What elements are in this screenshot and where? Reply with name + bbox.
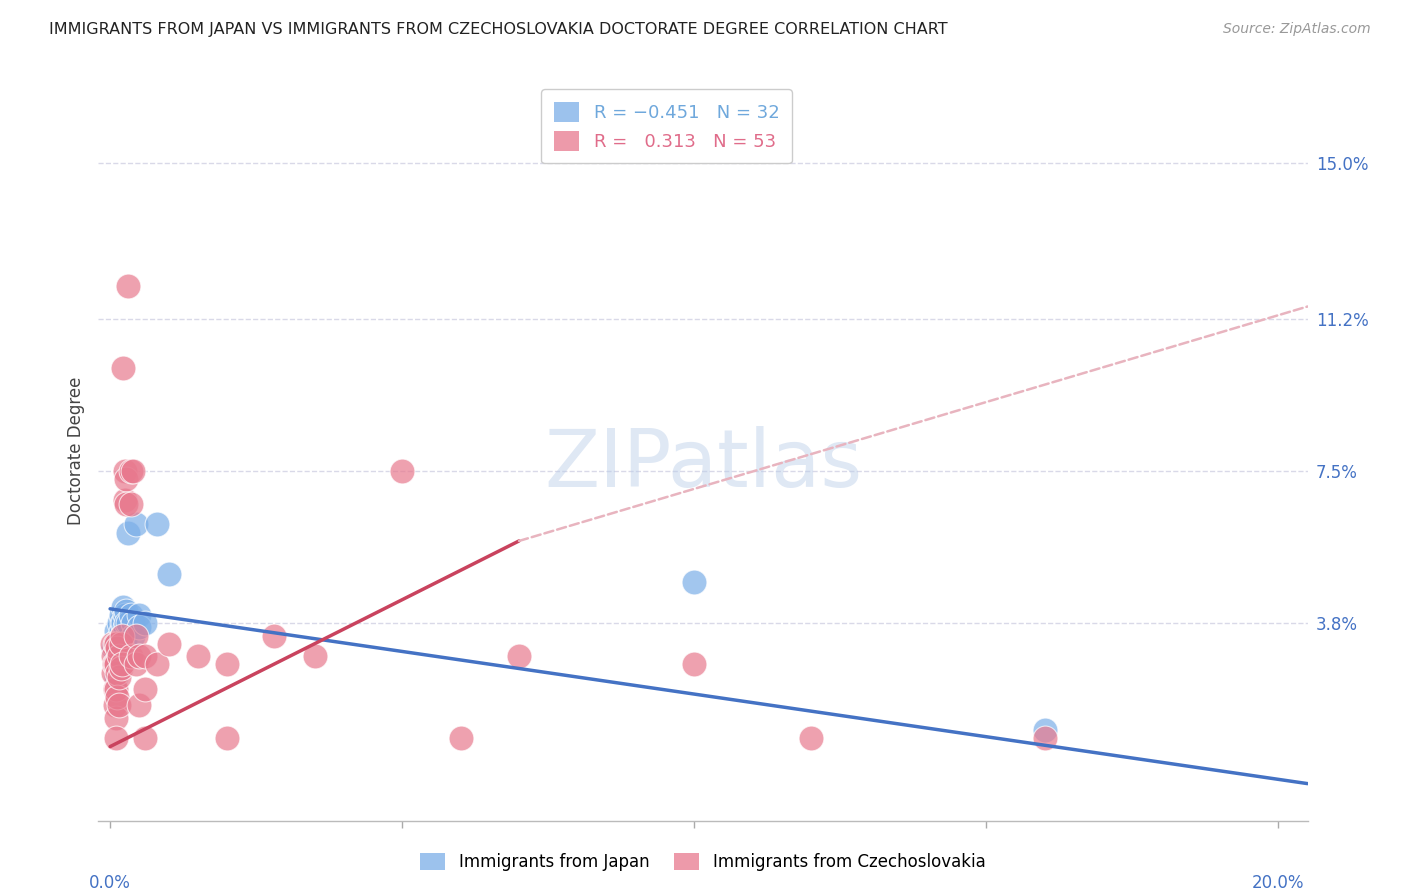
Point bbox=[134, 649, 156, 664]
Point bbox=[111, 599, 134, 614]
Text: ZIPatlas: ZIPatlas bbox=[544, 426, 862, 504]
Point bbox=[146, 657, 169, 672]
Point bbox=[157, 566, 180, 581]
Point bbox=[122, 616, 145, 631]
Legend: R = −0.451   N = 32, R =   0.313   N = 53: R = −0.451 N = 32, R = 0.313 N = 53 bbox=[541, 89, 792, 163]
Point bbox=[101, 649, 124, 664]
Point bbox=[105, 632, 128, 647]
Point bbox=[215, 657, 238, 672]
Point bbox=[110, 637, 132, 651]
Point bbox=[115, 472, 138, 486]
Point bbox=[125, 629, 148, 643]
Point bbox=[134, 616, 156, 631]
Point bbox=[125, 517, 148, 532]
Point bbox=[104, 681, 127, 696]
Point bbox=[128, 698, 150, 713]
Point bbox=[105, 640, 128, 655]
Point bbox=[104, 698, 127, 713]
Point bbox=[117, 279, 139, 293]
Point bbox=[263, 629, 285, 643]
Point bbox=[114, 620, 136, 634]
Point bbox=[117, 616, 139, 631]
Point bbox=[157, 637, 180, 651]
Point bbox=[108, 670, 131, 684]
Point bbox=[111, 361, 134, 376]
Point bbox=[1033, 723, 1056, 738]
Point bbox=[104, 681, 127, 696]
Point bbox=[104, 657, 127, 672]
Point bbox=[114, 632, 136, 647]
Point bbox=[104, 670, 127, 684]
Point bbox=[108, 698, 131, 713]
Point bbox=[120, 464, 142, 478]
Point bbox=[108, 616, 131, 631]
Point bbox=[105, 665, 128, 680]
Point bbox=[215, 731, 238, 746]
Y-axis label: Doctorate Degree: Doctorate Degree bbox=[66, 376, 84, 524]
Point bbox=[800, 731, 823, 746]
Point bbox=[304, 649, 326, 664]
Text: 0.0%: 0.0% bbox=[89, 874, 131, 892]
Point bbox=[1033, 731, 1056, 746]
Point bbox=[101, 637, 124, 651]
Point bbox=[508, 649, 530, 664]
Point bbox=[104, 657, 127, 672]
Text: 20.0%: 20.0% bbox=[1253, 874, 1305, 892]
Point bbox=[115, 604, 138, 618]
Point bbox=[115, 497, 138, 511]
Point bbox=[128, 620, 150, 634]
Point bbox=[120, 649, 142, 664]
Point bbox=[104, 637, 127, 651]
Text: Source: ZipAtlas.com: Source: ZipAtlas.com bbox=[1223, 22, 1371, 37]
Point bbox=[146, 517, 169, 532]
Point bbox=[101, 640, 124, 655]
Text: IMMIGRANTS FROM JAPAN VS IMMIGRANTS FROM CZECHOSLOVAKIA DOCTORATE DEGREE CORRELA: IMMIGRANTS FROM JAPAN VS IMMIGRANTS FROM… bbox=[49, 22, 948, 37]
Point bbox=[115, 616, 138, 631]
Point bbox=[391, 464, 413, 478]
Point bbox=[117, 525, 139, 540]
Point bbox=[104, 731, 127, 746]
Point bbox=[683, 575, 706, 590]
Point bbox=[110, 624, 132, 639]
Point bbox=[128, 607, 150, 622]
Point bbox=[108, 649, 131, 664]
Point bbox=[450, 731, 472, 746]
Point bbox=[111, 629, 134, 643]
Point bbox=[114, 492, 136, 507]
Point bbox=[110, 661, 132, 675]
Point bbox=[111, 616, 134, 631]
Point bbox=[683, 657, 706, 672]
Legend: Immigrants from Japan, Immigrants from Czechoslovakia: Immigrants from Japan, Immigrants from C… bbox=[412, 845, 994, 880]
Point bbox=[104, 624, 127, 639]
Point bbox=[122, 629, 145, 643]
Point bbox=[125, 657, 148, 672]
Point bbox=[105, 690, 128, 705]
Point bbox=[134, 731, 156, 746]
Point bbox=[134, 681, 156, 696]
Point bbox=[103, 657, 125, 672]
Point bbox=[187, 649, 209, 664]
Point bbox=[114, 464, 136, 478]
Point bbox=[108, 637, 131, 651]
Point bbox=[111, 657, 134, 672]
Point bbox=[104, 637, 127, 651]
Point bbox=[120, 607, 142, 622]
Point bbox=[111, 616, 134, 631]
Point bbox=[101, 665, 124, 680]
Point bbox=[104, 711, 127, 725]
Point bbox=[111, 629, 134, 643]
Point bbox=[122, 464, 145, 478]
Point bbox=[120, 497, 142, 511]
Point bbox=[114, 607, 136, 622]
Point bbox=[111, 629, 134, 643]
Point bbox=[128, 649, 150, 664]
Point bbox=[110, 607, 132, 622]
Point bbox=[104, 657, 127, 672]
